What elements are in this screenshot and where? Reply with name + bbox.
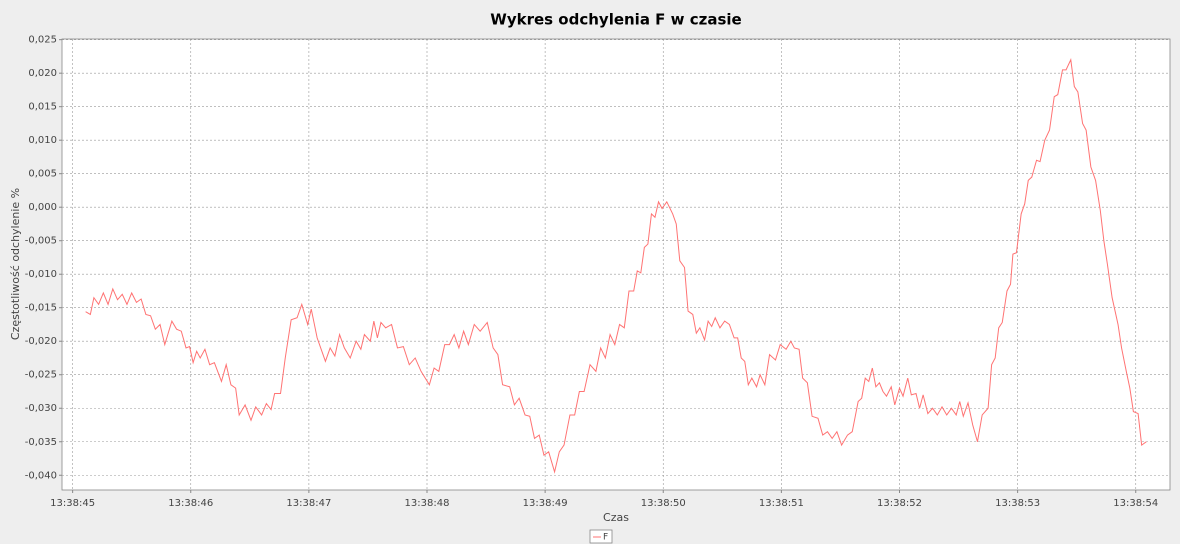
data-line — [85, 58, 1147, 474]
y-tick-label: 0,015 — [28, 102, 57, 113]
x-tick-label: 13:38:49 — [523, 498, 568, 509]
x-tick-label: 13:38:50 — [641, 498, 686, 509]
x-tick-label: 13:38:52 — [877, 498, 922, 509]
y-tick-label: -0,025 — [25, 370, 57, 381]
chart-title: Wykres odchylenia F w czasie — [490, 11, 741, 29]
y-tick-label: -0,010 — [25, 269, 57, 280]
x-tick-label: 13:38:45 — [50, 498, 95, 509]
y-tick-label: -0,030 — [25, 403, 57, 414]
y-tick-label: 0,025 — [28, 35, 57, 46]
y-tick-label: 0,005 — [28, 169, 57, 180]
y-tick-label: -0,040 — [25, 470, 57, 481]
legend-label: F — [603, 533, 608, 543]
y-tick-label: -0,005 — [25, 236, 57, 247]
x-tick-label: 13:38:53 — [995, 498, 1040, 509]
y-tick-label: -0,020 — [25, 336, 57, 347]
y-tick-label: 0,010 — [28, 135, 57, 146]
y-tick-label: 0,000 — [28, 202, 57, 213]
y-tick-label: 0,020 — [28, 68, 57, 79]
x-tick-label: 13:38:48 — [405, 498, 450, 509]
x-axis-label: Czas — [603, 511, 629, 524]
x-tick-label: 13:38:54 — [1113, 498, 1158, 509]
y-axis-label: Częstotliwość odchylenie % — [9, 188, 22, 340]
y-tick-label: -0,035 — [25, 437, 57, 448]
y-tick-label: -0,015 — [25, 303, 57, 314]
x-tick-label: 13:38:51 — [759, 498, 804, 509]
x-tick-label: 13:38:46 — [168, 498, 213, 509]
x-tick-label: 13:38:47 — [286, 498, 331, 509]
plot-area — [61, 38, 1171, 491]
